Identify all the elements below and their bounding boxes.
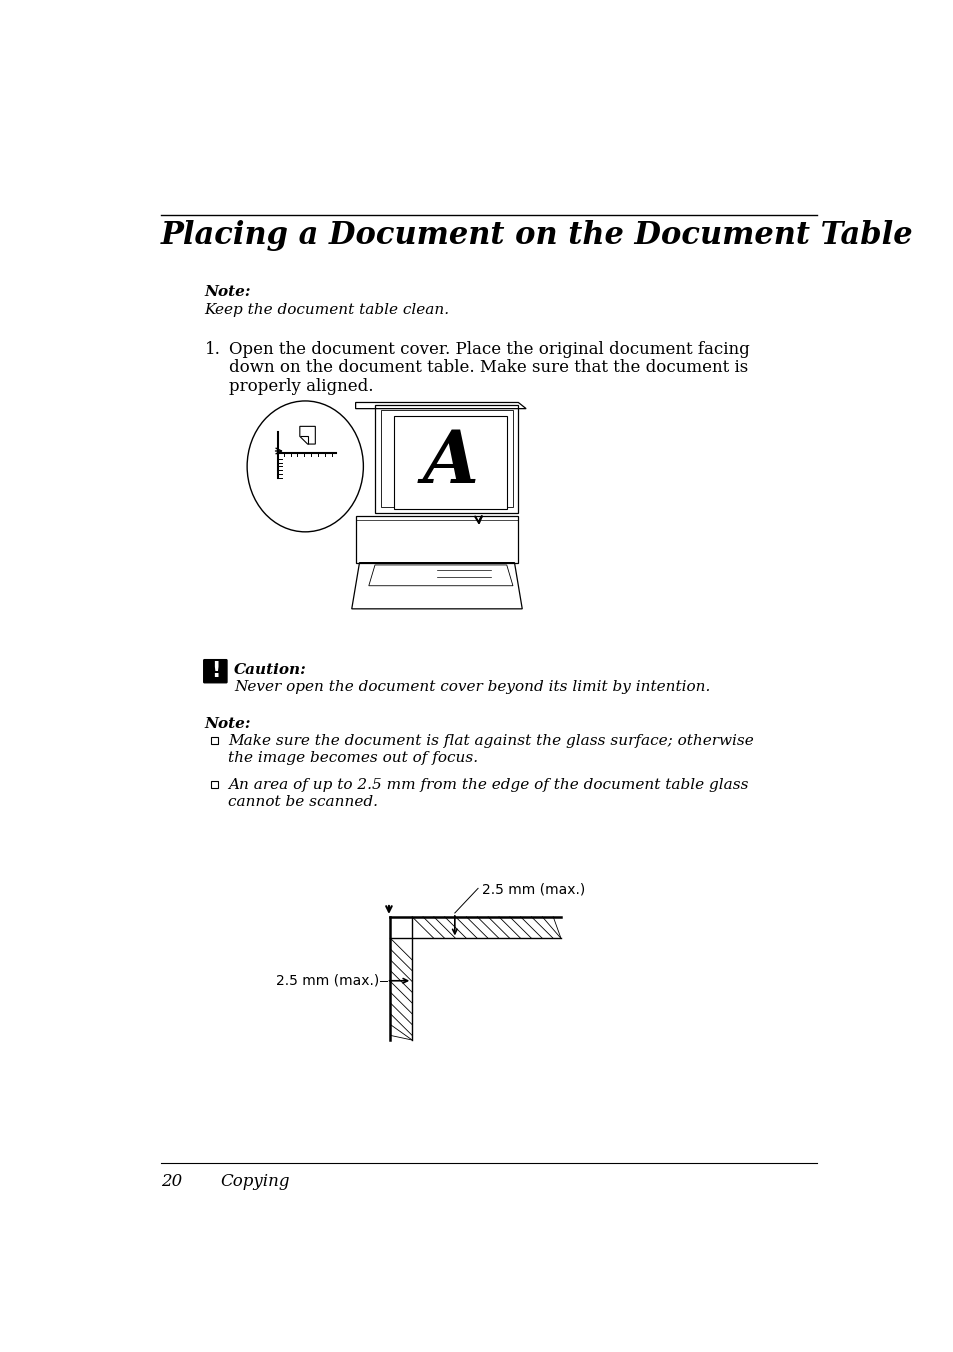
- FancyBboxPatch shape: [204, 660, 227, 683]
- Text: Never open the document cover beyond its limit by intention.: Never open the document cover beyond its…: [233, 680, 710, 694]
- Text: Open the document cover. Place the original document facing: Open the document cover. Place the origi…: [229, 341, 749, 358]
- Text: the image becomes out of focus.: the image becomes out of focus.: [228, 750, 477, 764]
- Text: !: !: [211, 661, 220, 681]
- FancyArrowPatch shape: [475, 516, 481, 523]
- Text: Keep the document table clean.: Keep the document table clean.: [204, 303, 449, 318]
- Text: An area of up to 2.5 mm from the edge of the document table glass: An area of up to 2.5 mm from the edge of…: [228, 779, 747, 792]
- Text: 1.: 1.: [204, 341, 220, 358]
- Text: Copying: Copying: [220, 1174, 289, 1190]
- Polygon shape: [394, 416, 506, 508]
- Text: down on the document table. Make sure that the document is: down on the document table. Make sure th…: [229, 360, 748, 376]
- Text: Placing a Document on the Document Table: Placing a Document on the Document Table: [161, 220, 913, 251]
- Text: 2.5 mm (max.): 2.5 mm (max.): [275, 973, 378, 988]
- Text: Note:: Note:: [204, 285, 251, 299]
- Text: A: A: [422, 427, 477, 498]
- Text: 20: 20: [161, 1174, 182, 1190]
- Text: Caution:: Caution:: [233, 662, 306, 677]
- Text: Make sure the document is flat against the glass surface; otherwise: Make sure the document is flat against t…: [228, 734, 753, 748]
- Text: 2.5 mm (max.): 2.5 mm (max.): [481, 883, 584, 896]
- Text: Note:: Note:: [204, 717, 251, 730]
- Text: cannot be scanned.: cannot be scanned.: [228, 795, 377, 810]
- Text: properly aligned.: properly aligned.: [229, 377, 374, 395]
- Ellipse shape: [247, 402, 363, 531]
